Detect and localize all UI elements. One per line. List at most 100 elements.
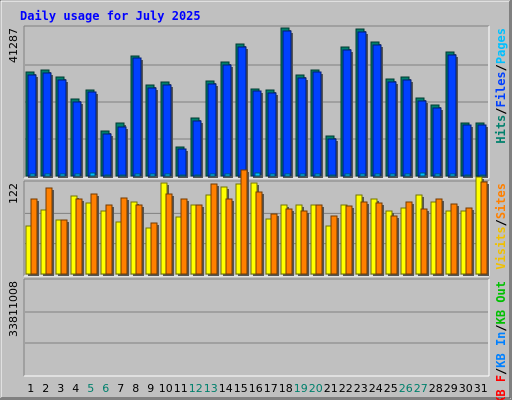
sites-bar <box>315 204 324 276</box>
pages-bar <box>164 173 172 178</box>
legend-entry: / <box>494 368 508 375</box>
sites-bar <box>330 215 339 276</box>
visits-panel: 122 Visits/Sites <box>7 169 508 277</box>
sites-bar <box>225 198 234 276</box>
sites-bar <box>165 193 174 276</box>
files-bar <box>177 148 188 178</box>
pages-bar <box>254 172 262 178</box>
pages-bar <box>344 173 352 178</box>
files-bar <box>312 71 323 178</box>
x-tick-label: 11 <box>174 382 188 395</box>
sites-bar <box>120 197 129 276</box>
files-bar <box>357 31 368 178</box>
x-tick-label: 6 <box>102 382 109 395</box>
pages-bar <box>359 173 367 178</box>
sites-bar <box>45 187 54 276</box>
sites-bar <box>420 208 429 276</box>
x-tick-label: 25 <box>384 382 398 395</box>
x-tick-label: 23 <box>354 382 368 395</box>
x-tick-label: 9 <box>147 382 154 395</box>
files-bar <box>117 126 128 178</box>
pages-bar <box>119 174 127 178</box>
sites-bar <box>360 201 369 276</box>
sites-bar <box>30 198 39 276</box>
files-bar <box>282 30 293 178</box>
sites-bar <box>435 198 444 276</box>
files-bar <box>252 90 263 178</box>
x-tick-label: 12 <box>189 382 203 395</box>
files-bar <box>387 81 398 178</box>
pages-bar <box>29 173 37 178</box>
files-bar <box>162 84 173 178</box>
x-tick-label: 27 <box>414 382 428 395</box>
sites-bar <box>180 198 189 276</box>
files-bar <box>222 64 233 178</box>
pages-bar <box>374 173 382 178</box>
pages-bar <box>389 173 397 178</box>
x-tick-label: 31 <box>474 382 488 395</box>
sites-bar <box>60 219 69 276</box>
pages-bar <box>269 173 277 178</box>
files-bar <box>237 46 248 178</box>
sites-bar <box>285 208 294 276</box>
panel-background <box>24 279 489 376</box>
x-tick-label: 2 <box>42 382 49 395</box>
pages-bar <box>209 173 217 178</box>
files-bar <box>57 79 68 178</box>
pages-bar <box>224 173 232 178</box>
legend: Hits/Files/Pages <box>494 28 508 144</box>
pages-bar <box>59 173 67 178</box>
legend-entry: Files <box>494 71 508 107</box>
files-bar <box>102 133 113 178</box>
legend-entry: / <box>494 64 508 71</box>
pages-bar <box>434 173 442 178</box>
files-bar <box>192 120 203 178</box>
pages-bar <box>329 174 337 178</box>
x-tick-label: 8 <box>132 382 139 395</box>
y-max-label: 122 <box>7 183 20 204</box>
sites-bar <box>210 183 219 276</box>
legend-entry: / <box>494 324 508 331</box>
x-tick-label: 3 <box>57 382 64 395</box>
chart-title: Daily usage for July 2025 <box>20 9 201 23</box>
files-bar <box>267 92 278 178</box>
files-bar <box>327 138 338 178</box>
sites-bar <box>300 210 309 276</box>
pages-bar <box>44 173 52 178</box>
sites-bar <box>240 169 249 276</box>
pages-bar <box>104 174 112 178</box>
pages-bar <box>194 174 202 178</box>
x-tick-label: 5 <box>87 382 94 395</box>
pages-bar <box>464 174 472 178</box>
x-tick-label: 15 <box>234 382 248 395</box>
legend-entry: Hits <box>494 115 508 144</box>
pages-bar <box>299 173 307 178</box>
x-tick-label: 22 <box>339 382 353 395</box>
sites-bar <box>75 198 84 276</box>
x-tick-label: 14 <box>219 382 233 395</box>
pages-bar <box>134 173 142 178</box>
legend: KB F/KB In/KB Out <box>494 281 508 400</box>
x-tick-label: 30 <box>459 382 473 395</box>
legend-entry: Sites <box>494 183 508 219</box>
x-tick-label: 18 <box>279 382 293 395</box>
kbytes-panel: 33811008 KB F/KB In/KB Out <box>7 278 508 400</box>
files-bar <box>417 100 428 178</box>
sites-bar <box>375 202 384 276</box>
pages-bar <box>74 173 82 178</box>
legend-entry: KB Out <box>494 281 508 324</box>
x-tick-label: 24 <box>369 382 383 395</box>
pages-bar <box>449 173 457 178</box>
files-bar <box>402 79 413 178</box>
files-bar <box>87 91 98 178</box>
legend-entry: Pages <box>494 28 508 64</box>
sites-bar <box>150 222 159 276</box>
y-max-label: 33811008 <box>7 281 20 337</box>
files-bar <box>462 124 473 178</box>
x-tick-label: 10 <box>159 382 173 395</box>
files-bar <box>42 72 53 178</box>
files-bar <box>447 54 458 178</box>
